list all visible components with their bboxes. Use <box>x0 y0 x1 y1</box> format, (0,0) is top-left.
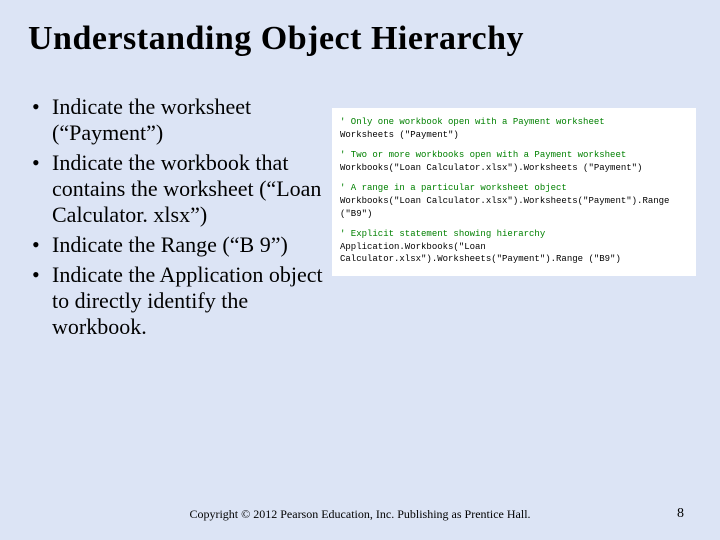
code-comment: ' Two or more workbooks open with a Paym… <box>340 149 688 162</box>
bullet-list: Indicate the worksheet (“Payment”) Indic… <box>28 94 328 344</box>
bullet-item: Indicate the Application object to direc… <box>32 262 328 340</box>
code-comment: ' Explicit statement showing hierarchy <box>340 228 688 241</box>
code-comment: ' Only one workbook open with a Payment … <box>340 116 688 129</box>
slide-title: Understanding Object Hierarchy <box>0 0 720 66</box>
slide-content: Indicate the worksheet (“Payment”) Indic… <box>0 66 720 344</box>
code-line: Worksheets ("Payment") <box>340 129 688 142</box>
code-group: ' Explicit statement showing hierarchy A… <box>340 228 688 266</box>
code-group: ' A range in a particular worksheet obje… <box>340 182 688 220</box>
bullet-item: Indicate the workbook that contains the … <box>32 150 328 228</box>
code-line: Workbooks("Loan Calculator.xlsx").Worksh… <box>340 162 688 175</box>
code-example-box: ' Only one workbook open with a Payment … <box>332 108 696 276</box>
copyright-footer: Copyright © 2012 Pearson Education, Inc.… <box>0 507 720 522</box>
code-line: Application.Workbooks("Loan Calculator.x… <box>340 241 688 266</box>
page-number: 8 <box>677 506 684 522</box>
bullet-item: Indicate the Range (“B 9”) <box>32 232 328 258</box>
code-line: Workbooks("Loan Calculator.xlsx").Worksh… <box>340 195 688 220</box>
bullet-item: Indicate the worksheet (“Payment”) <box>32 94 328 146</box>
code-group: ' Two or more workbooks open with a Paym… <box>340 149 688 174</box>
code-group: ' Only one workbook open with a Payment … <box>340 116 688 141</box>
code-comment: ' A range in a particular worksheet obje… <box>340 182 688 195</box>
